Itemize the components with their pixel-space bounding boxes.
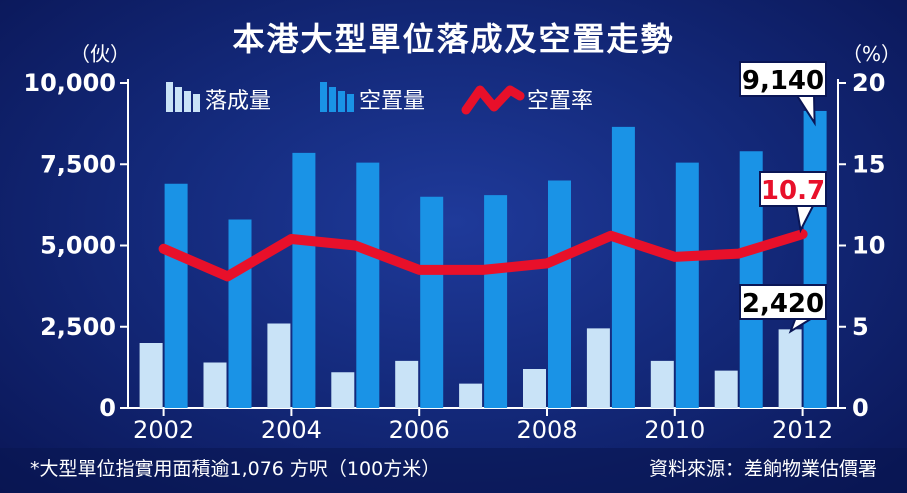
right-tick-label: 15 (852, 150, 885, 178)
vacancy-2012-callout-box (739, 61, 827, 97)
legend-vacancy-icon (320, 82, 327, 112)
legend-completion-icon (184, 91, 191, 112)
legend-vacancy-icon (329, 87, 336, 112)
completion-bar (395, 360, 419, 408)
vacancy-bar (420, 196, 444, 408)
completion-bar (650, 360, 674, 408)
source-note: 資料來源：差餉物業估價署 (648, 458, 877, 480)
completion-bar (523, 369, 546, 408)
left-tick-label: 10,000 (23, 69, 116, 97)
legend-completion-icon (166, 82, 173, 112)
right-tick-label: 20 (852, 69, 885, 97)
completion-2012-callout-label: 2,420 (742, 289, 824, 319)
left-axis-unit: （伙） (70, 42, 130, 66)
footnote: *大型單位指實用面積逾1,076 方呎（100方米） (30, 458, 441, 480)
completion-bar (778, 329, 802, 408)
vacancy-bar (484, 195, 508, 408)
vacancy-bar (739, 151, 763, 408)
x-tick-label: 2002 (133, 416, 194, 444)
x-tick-label: 2004 (261, 416, 322, 444)
legend-vacancy-label: 空置量 (359, 89, 425, 114)
left-tick-label: 5,000 (40, 232, 116, 260)
vacancy-bar (356, 162, 380, 408)
right-tick-label: 5 (852, 313, 869, 341)
vacancy-bar (611, 126, 635, 408)
vacancy-bar (548, 180, 571, 408)
completion-bar (203, 362, 227, 408)
completion-2012-callout-box (739, 284, 827, 320)
legend-vacancy-icon (347, 94, 354, 112)
vacancy-bar (164, 183, 188, 408)
completion-bar (459, 383, 483, 408)
footer-band (0, 448, 907, 493)
completion-bar (714, 370, 738, 408)
left-tick-label: 0 (99, 394, 116, 422)
rate-2012-callout-box (759, 171, 827, 207)
vacancy-rate-line (158, 229, 808, 282)
completion-bar (586, 328, 610, 408)
vacancy-bar (228, 219, 252, 408)
left-tick-label: 7,500 (40, 150, 116, 178)
legend-rate-label: 空置率 (527, 89, 593, 114)
vacancy-bar (803, 110, 827, 408)
legend-completion-label: 落成量 (205, 89, 271, 114)
x-tick-label: 2006 (389, 416, 450, 444)
chart-title: 本港大型單位落成及空置走勢 (232, 20, 675, 58)
legend-rate-icon (461, 85, 525, 115)
x-tick-label: 2008 (516, 416, 577, 444)
legend-vacancy-icon (338, 91, 345, 112)
vacancy-bar (675, 162, 699, 408)
completion-bar (267, 323, 291, 408)
rate-2012-callout-label: 10.7 (761, 176, 825, 206)
right-axis-unit: （%） (842, 42, 902, 66)
legend-completion-icon (193, 94, 200, 112)
completion-bar (331, 372, 355, 408)
x-tick-label: 2012 (772, 416, 833, 444)
right-tick-label: 10 (852, 232, 885, 260)
completion-bar (139, 343, 163, 408)
right-tick-label: 0 (852, 394, 869, 422)
legend-completion-icon (175, 87, 182, 112)
x-tick-label: 2010 (644, 416, 705, 444)
vacancy-2012-callout-label: 9,140 (742, 66, 824, 96)
left-tick-label: 2,500 (40, 313, 116, 341)
vacancy-bar (292, 152, 316, 408)
